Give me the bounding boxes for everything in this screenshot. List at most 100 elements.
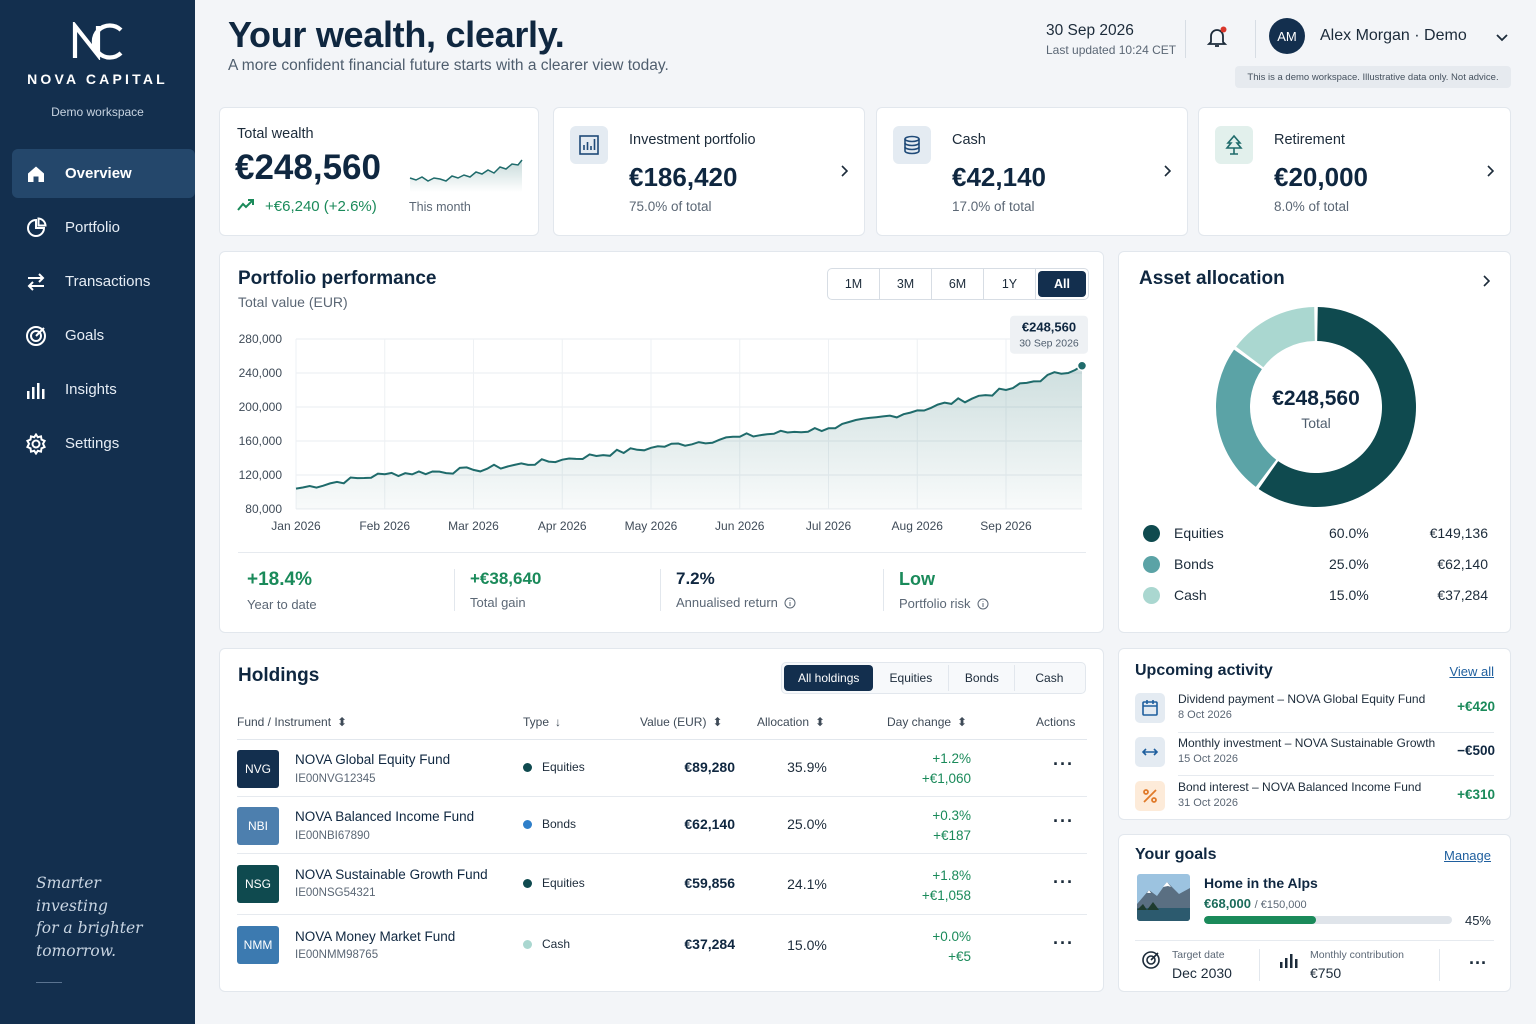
column-header-type[interactable]: Type ↓ (523, 715, 561, 729)
donut-slice-cash[interactable] (1236, 307, 1315, 368)
info-icon[interactable] (784, 597, 796, 609)
total-wealth-card: Total wealth €248,560 +€6,240 (+2.6%) Th… (219, 107, 539, 236)
chevron-right-icon[interactable] (840, 164, 849, 182)
fund-isin: IE00NVG12345 (295, 773, 376, 785)
nav-item-goals[interactable]: Goals (12, 311, 195, 360)
x-tick-label: Jan 2026 (271, 519, 321, 533)
range-1y-button[interactable]: 1Y (984, 269, 1036, 299)
info-icon[interactable] (977, 598, 989, 610)
chevron-right-icon[interactable] (1482, 274, 1491, 292)
brand-logo[interactable]: NOVA CAPITAL Demo workspace (0, 22, 195, 119)
investment-portfolio-card[interactable]: Investment portfolio €186,420 75.0% of t… (553, 107, 865, 236)
y-tick-label: 240,000 (239, 366, 283, 380)
chevron-right-icon[interactable] (1163, 164, 1172, 182)
fund-name: NOVA Money Market Fund (295, 929, 456, 944)
goal-progress-label: 45% (1464, 913, 1491, 928)
holdings-filter-tabs: All holdings Equities Bonds Cash (781, 662, 1087, 694)
donut-slice-equities[interactable] (1258, 307, 1416, 507)
legend-dot (1143, 586, 1160, 604)
fund-name: NOVA Global Equity Fund (295, 752, 451, 767)
column-header-day-change[interactable]: Day change ⬍ (887, 715, 967, 729)
stat-divider (883, 569, 884, 611)
arrows-swap-icon (25, 271, 47, 293)
nav-item-transactions[interactable]: Transactions (12, 257, 195, 306)
data-point[interactable] (1076, 360, 1088, 371)
allocation-donut-chart (1216, 307, 1416, 507)
table-row[interactable]: NBI NOVA Balanced Income Fund IE00NBI678… (237, 797, 1087, 854)
goal-actions-menu-icon[interactable]: ··· (1469, 953, 1487, 973)
table-row[interactable]: NSG NOVA Sustainable Growth Fund IE00NSG… (237, 854, 1087, 915)
range-all-button[interactable]: All (1038, 271, 1086, 297)
day-change-abs: +€1,060 (921, 771, 971, 786)
legend-name: Equities (1174, 525, 1224, 541)
table-row[interactable]: NVG NOVA Global Equity Fund IE00NVG12345… (237, 740, 1087, 797)
fund-isin: IE00NMM98765 (295, 949, 379, 961)
cash-card[interactable]: Cash €42,140 17.0% of total (876, 107, 1188, 236)
goal-progress-fill (1204, 916, 1316, 924)
nav-label: Settings (65, 435, 120, 452)
legend-row-equities: Equities 60.0% €149,136 (1143, 522, 1488, 544)
legend-row-bonds: Bonds 25.0% €62,140 (1143, 553, 1488, 575)
filter-equities[interactable]: Equities (873, 665, 950, 691)
retirement-card[interactable]: Retirement €20,000 8.0% of total (1198, 107, 1511, 236)
column-header-allocation[interactable]: Allocation ⬍ (757, 715, 825, 729)
y-tick-label: 80,000 (245, 502, 282, 516)
view-all-link[interactable]: View all (1449, 664, 1494, 679)
fund-badge: NSG (237, 865, 279, 903)
kpi-value: €248,560 (235, 148, 381, 187)
activity-item[interactable]: Bond interest – NOVA Balanced Income Fun… (1135, 777, 1495, 819)
fund-day-change: +0.0% +€5 (877, 927, 971, 967)
header-divider (237, 739, 1087, 740)
column-label: Value (EUR) (640, 715, 707, 729)
activity-item[interactable]: Dividend payment – NOVA Global Equity Fu… (1135, 689, 1495, 731)
row-actions-menu-icon[interactable]: ··· (1053, 811, 1074, 831)
stat-value: +€38,640 (470, 569, 542, 588)
range-1m-button[interactable]: 1M (828, 269, 880, 299)
column-label: Allocation (757, 715, 810, 729)
chevron-down-icon[interactable] (1495, 30, 1509, 48)
stat-ytd: +18.4% Year to date (247, 569, 317, 612)
column-label: Day change (887, 715, 952, 729)
fund-allocation: 15.0% (787, 937, 827, 953)
column-header-fund[interactable]: Fund / Instrument ⬍ (237, 715, 347, 729)
fund-value: €62,140 (684, 816, 735, 832)
row-actions-menu-icon[interactable]: ··· (1053, 754, 1074, 774)
table-row[interactable]: NMM NOVA Money Market Fund IE00NMM98765 … (237, 915, 1087, 975)
percent-icon (1135, 781, 1165, 811)
type-dot (523, 819, 532, 829)
range-6m-button[interactable]: 6M (932, 269, 984, 299)
filter-cash[interactable]: Cash (1035, 671, 1064, 685)
tagline-divider (36, 982, 62, 983)
nav-item-settings[interactable]: Settings (12, 419, 195, 468)
legend-amount: €62,140 (1437, 556, 1488, 572)
upcoming-activity-card: Upcoming activity View all Dividend paym… (1118, 648, 1511, 820)
area-fill (296, 365, 1082, 509)
notifications-bell-icon[interactable] (1205, 25, 1229, 49)
nav-item-portfolio[interactable]: Portfolio (12, 203, 195, 252)
donut-slice-bonds[interactable] (1216, 349, 1277, 487)
kpi-label: Total wealth (237, 126, 314, 142)
stat-label: Year to date (247, 597, 317, 612)
chevron-right-icon[interactable] (1486, 164, 1495, 182)
stat-value: +18.4% (247, 569, 312, 590)
page-title: Your wealth, clearly. (228, 14, 565, 55)
nav-item-overview[interactable]: Overview (12, 149, 195, 198)
nav-label: Overview (65, 165, 132, 182)
kpi-label: Investment portfolio (629, 132, 756, 148)
row-actions-menu-icon[interactable]: ··· (1053, 872, 1074, 892)
avatar[interactable]: AM (1269, 18, 1305, 54)
user-name[interactable]: Alex Morgan · Demo (1320, 27, 1467, 44)
row-actions-menu-icon[interactable]: ··· (1053, 933, 1074, 953)
filter-bonds[interactable]: Bonds (949, 665, 1016, 691)
filter-all-holdings[interactable]: All holdings (784, 665, 874, 691)
card-title: Asset allocation (1139, 268, 1285, 289)
x-tick-label: May 2026 (625, 519, 678, 533)
range-3m-button[interactable]: 3M (880, 269, 932, 299)
column-header-value[interactable]: Value (EUR) ⬍ (640, 715, 723, 729)
nav-label: Transactions (65, 273, 151, 290)
nav-item-insights[interactable]: Insights (12, 365, 195, 414)
activity-item[interactable]: Monthly investment – NOVA Sustainable Gr… (1135, 733, 1495, 775)
goal-amounts: €68,000 / €150,000 (1204, 896, 1307, 911)
legend-dot (1143, 524, 1160, 542)
manage-goals-link[interactable]: Manage (1444, 848, 1491, 863)
